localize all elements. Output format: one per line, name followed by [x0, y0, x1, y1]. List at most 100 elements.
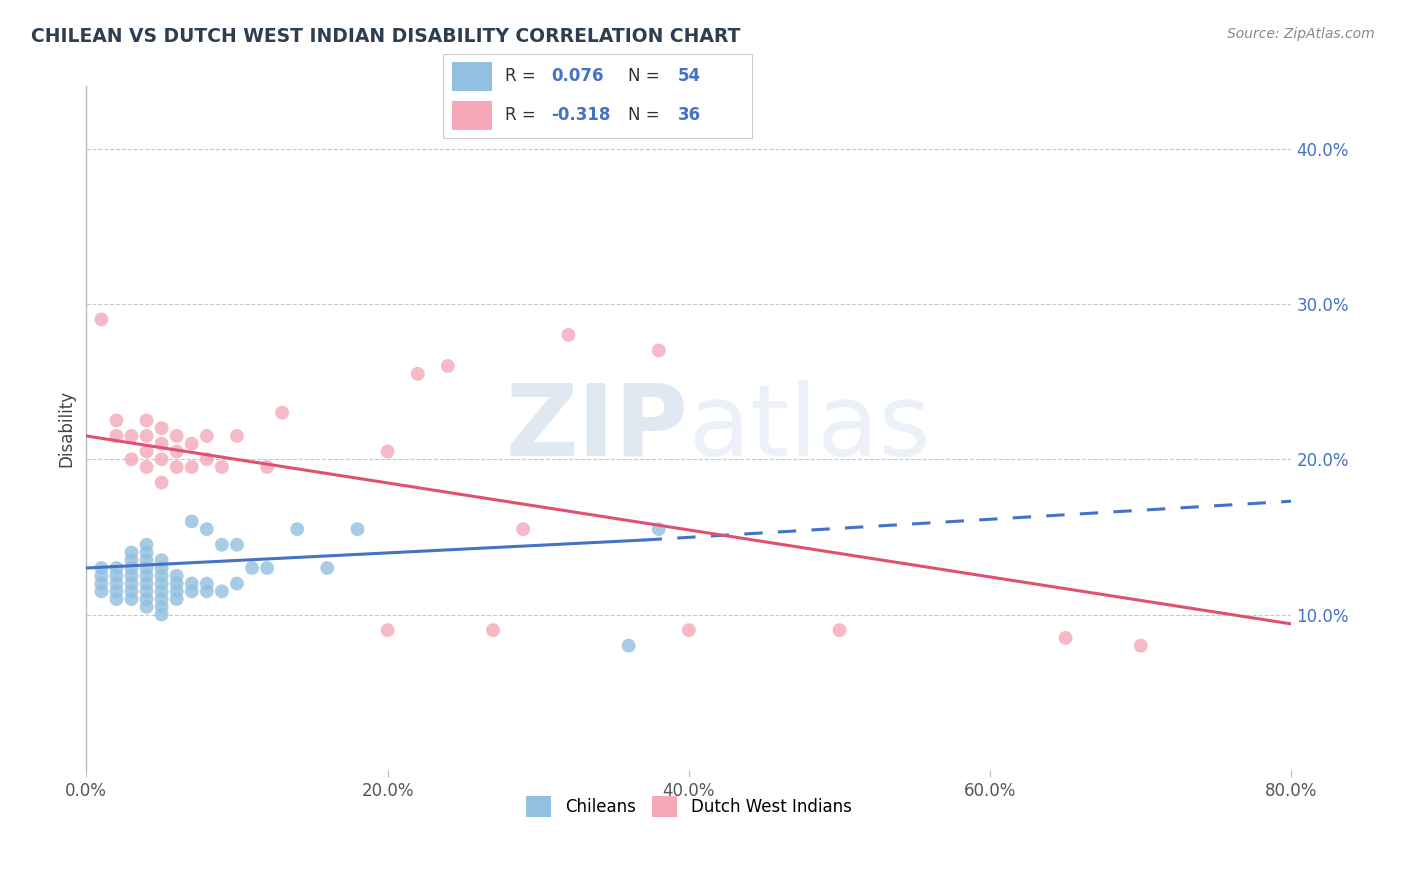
Point [166, 444, 188, 458]
Point [150, 561, 173, 575]
Point [150, 576, 173, 591]
Point [195, 522, 218, 536]
Point [271, 406, 294, 420]
Point [166, 592, 188, 607]
Point [180, 576, 202, 591]
Y-axis label: Disability: Disability [58, 390, 75, 467]
Point [105, 584, 128, 599]
Point [121, 545, 143, 559]
Text: 36: 36 [678, 106, 702, 124]
Point [135, 429, 157, 443]
Point [121, 568, 143, 582]
Point [240, 561, 263, 575]
Point [135, 460, 157, 475]
Point [1054, 631, 1077, 645]
Point [346, 522, 368, 536]
Point [828, 623, 851, 637]
Text: R =: R = [505, 68, 541, 86]
Text: -0.318: -0.318 [551, 106, 610, 124]
Point [90, 584, 112, 599]
Bar [453, 62, 492, 91]
Point [135, 561, 157, 575]
Point [90, 576, 112, 591]
Point [377, 444, 399, 458]
Point [105, 413, 128, 427]
Point [135, 576, 157, 591]
Point [150, 553, 173, 567]
Point [105, 576, 128, 591]
Point [648, 522, 671, 536]
Point [180, 436, 202, 450]
Point [105, 568, 128, 582]
Point [617, 639, 640, 653]
Point [121, 561, 143, 575]
Point [121, 452, 143, 467]
Point [1129, 639, 1152, 653]
Point [180, 515, 202, 529]
Point [285, 522, 308, 536]
Point [135, 444, 157, 458]
Point [211, 538, 233, 552]
Text: CHILEAN VS DUTCH WEST INDIAN DISABILITY CORRELATION CHART: CHILEAN VS DUTCH WEST INDIAN DISABILITY … [31, 27, 741, 45]
Point [226, 576, 249, 591]
Point [406, 367, 429, 381]
Point [211, 460, 233, 475]
Point [150, 592, 173, 607]
Point [195, 452, 218, 467]
Point [195, 584, 218, 599]
Point [105, 561, 128, 575]
Point [121, 592, 143, 607]
Bar [453, 101, 492, 130]
Point [226, 429, 249, 443]
Point [121, 584, 143, 599]
Point [150, 568, 173, 582]
Point [256, 561, 278, 575]
Point [180, 584, 202, 599]
Point [105, 429, 128, 443]
Point [121, 553, 143, 567]
Point [166, 460, 188, 475]
Point [180, 460, 202, 475]
Text: N =: N = [628, 68, 659, 86]
Legend: Chileans, Dutch West Indians: Chileans, Dutch West Indians [520, 789, 858, 823]
Point [150, 584, 173, 599]
Point [150, 475, 173, 490]
Point [256, 460, 278, 475]
Point [482, 623, 505, 637]
Point [135, 568, 157, 582]
Point [135, 553, 157, 567]
Point [135, 413, 157, 427]
Text: 0.076: 0.076 [551, 68, 603, 86]
Text: 54: 54 [678, 68, 702, 86]
Text: ZIP: ZIP [506, 380, 689, 476]
Point [226, 538, 249, 552]
Point [211, 584, 233, 599]
Text: R =: R = [505, 106, 541, 124]
Point [166, 584, 188, 599]
Point [150, 452, 173, 467]
Point [135, 592, 157, 607]
Point [678, 623, 700, 637]
Point [105, 592, 128, 607]
Point [150, 607, 173, 622]
Point [90, 568, 112, 582]
Point [512, 522, 534, 536]
Point [90, 312, 112, 326]
Point [135, 545, 157, 559]
Point [377, 623, 399, 637]
Point [648, 343, 671, 358]
Point [135, 584, 157, 599]
Text: atlas: atlas [689, 380, 931, 476]
Point [135, 599, 157, 614]
Point [90, 561, 112, 575]
Point [437, 359, 460, 373]
Point [195, 429, 218, 443]
Point [195, 576, 218, 591]
Point [166, 429, 188, 443]
Text: Source: ZipAtlas.com: Source: ZipAtlas.com [1227, 27, 1375, 41]
Point [316, 561, 339, 575]
Point [166, 576, 188, 591]
Text: N =: N = [628, 106, 659, 124]
Point [150, 421, 173, 435]
Point [121, 429, 143, 443]
